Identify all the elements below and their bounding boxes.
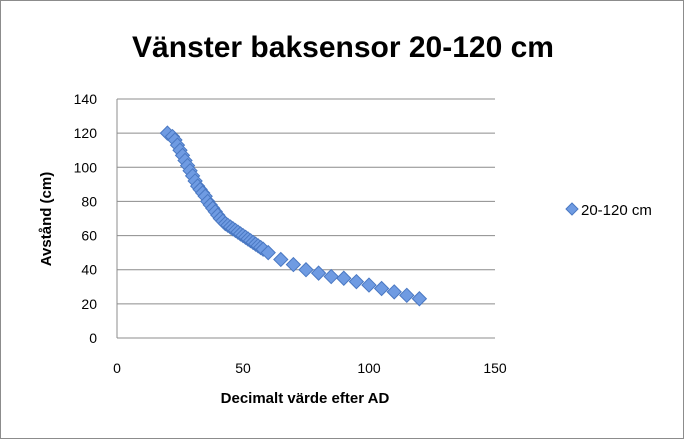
gridlines	[117, 98, 495, 305]
x-tick-label: 0	[113, 360, 121, 376]
data-point	[336, 270, 352, 286]
data-point	[411, 291, 428, 307]
x-tick-label: 100	[357, 360, 381, 376]
x-tick-labels: 0 50 100 150	[113, 360, 507, 376]
y-tick-label: 20	[81, 296, 97, 312]
data-points	[159, 125, 428, 307]
legend: 20-120 cm	[565, 202, 652, 219]
y-tick-label: 140	[74, 91, 98, 107]
legend-marker-diamond	[565, 202, 579, 216]
data-point	[273, 251, 289, 268]
data-point	[298, 262, 314, 278]
y-tick-label: 60	[81, 228, 97, 244]
data-point	[373, 280, 390, 297]
y-tick-label: 100	[74, 159, 98, 175]
data-point	[399, 287, 415, 304]
y-axis-label: Avstånd (cm)	[38, 172, 55, 266]
x-axis-label: Decimalt värde efter AD	[221, 390, 390, 407]
data-point	[285, 256, 302, 273]
legend-label: 20-120 cm	[581, 202, 652, 219]
y-tick-label: 40	[81, 262, 97, 278]
data-point	[260, 244, 276, 261]
y-tick-label: 0	[89, 330, 97, 346]
chart-title: Vänster baksensor 20-120 cm	[132, 31, 554, 64]
data-point	[348, 273, 365, 290]
data-point	[310, 265, 327, 281]
x-tick-label: 50	[235, 360, 251, 376]
y-tick-label: 120	[74, 125, 98, 141]
x-tick-label: 150	[483, 360, 507, 376]
data-point	[361, 277, 377, 293]
y-tick-labels: 0 20 40 60 80 100 120 140	[74, 91, 98, 346]
data-point	[323, 268, 339, 285]
data-point	[386, 284, 402, 300]
y-tick-label: 80	[81, 193, 97, 209]
